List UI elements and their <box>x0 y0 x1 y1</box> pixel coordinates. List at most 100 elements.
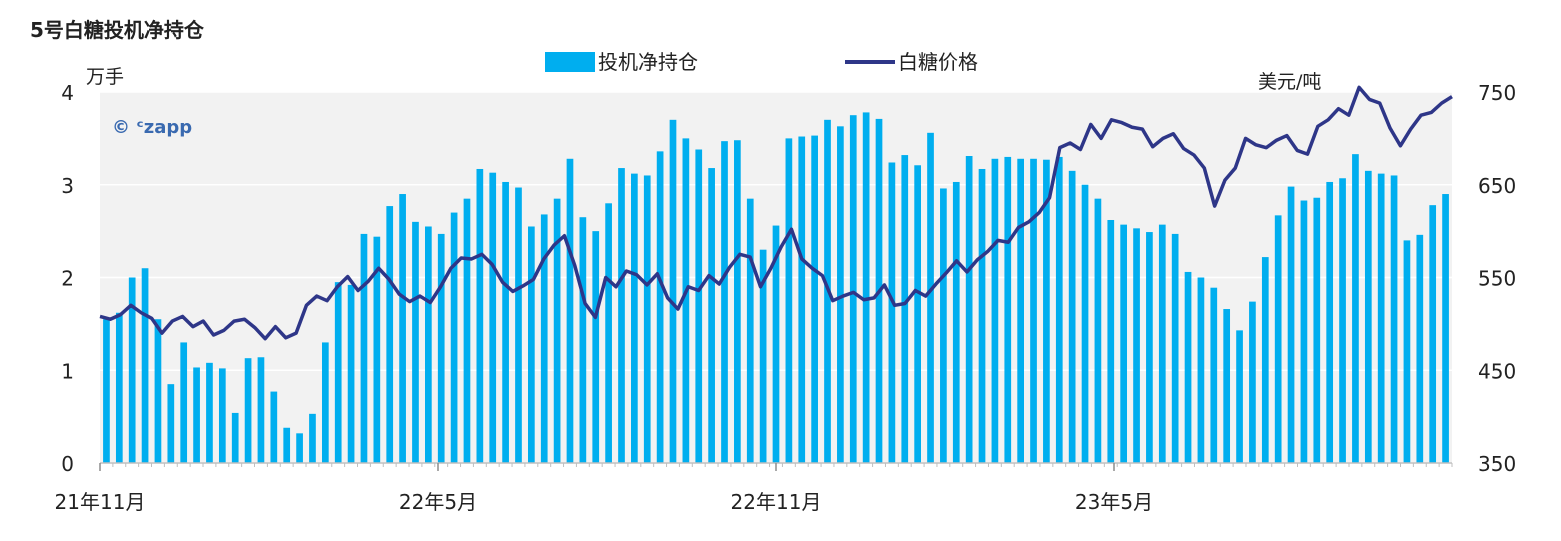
y-left-axis: 0 1 2 3 4 <box>61 81 74 476</box>
bar <box>965 156 973 463</box>
y-right-tick-label: 750 <box>1478 81 1516 105</box>
legend-line-label: 白糖价格 <box>898 50 978 74</box>
y-left-unit-label: 万手 <box>86 66 124 88</box>
bar <box>360 233 368 463</box>
bar <box>1416 234 1424 463</box>
bar <box>347 284 355 463</box>
bar <box>334 282 342 463</box>
bar <box>540 214 548 463</box>
bar <box>862 112 870 463</box>
bar <box>1120 224 1128 463</box>
y-right-unit-label: 美元/吨 <box>1258 71 1321 93</box>
bar <box>991 158 999 463</box>
y-right-tick-label: 450 <box>1478 359 1516 383</box>
y-right-axis: 350 450 550 650 750 <box>1478 81 1516 476</box>
bar <box>656 151 664 464</box>
bar <box>553 198 561 463</box>
bar <box>772 225 780 463</box>
bar <box>1184 271 1192 463</box>
bar <box>579 217 587 463</box>
bar <box>1326 181 1334 463</box>
bar <box>1287 186 1295 464</box>
bar <box>1390 175 1398 463</box>
y-left-tick-label: 2 <box>61 267 74 291</box>
bar <box>1017 158 1024 463</box>
watermark-text: © ᶜzapp <box>112 117 192 138</box>
bar <box>566 158 574 463</box>
bar <box>940 188 947 463</box>
bar <box>1339 178 1346 463</box>
bar <box>592 231 600 464</box>
bar <box>1146 232 1153 463</box>
legend-bar-swatch <box>545 52 595 72</box>
bar <box>785 138 793 464</box>
bar <box>682 138 690 464</box>
bar <box>1030 158 1037 463</box>
y-left-tick-label: 3 <box>61 174 74 198</box>
bar <box>270 391 278 463</box>
bar <box>257 357 265 463</box>
bar <box>141 268 149 463</box>
bar <box>901 155 909 463</box>
bar <box>515 187 522 463</box>
bar <box>1081 184 1089 463</box>
bar <box>180 342 188 463</box>
bar <box>321 342 329 463</box>
bar <box>1055 156 1063 463</box>
bar <box>695 149 703 463</box>
bar <box>283 427 291 463</box>
bar <box>1429 205 1437 463</box>
bar <box>1364 170 1372 463</box>
bar <box>1197 277 1205 463</box>
bar <box>1274 215 1282 463</box>
bar <box>399 194 406 463</box>
bar <box>849 115 857 463</box>
bar <box>631 173 638 463</box>
x-tick-label: 22年11月 <box>731 490 822 514</box>
x-tick-label: 23年5月 <box>1075 490 1153 514</box>
x-tick-label: 21年11月 <box>55 490 146 514</box>
bar <box>1300 200 1308 463</box>
bar <box>605 203 612 464</box>
bar <box>1133 228 1140 463</box>
bar <box>1377 173 1385 463</box>
bar <box>643 175 651 463</box>
bar <box>888 162 896 464</box>
bar <box>103 319 110 463</box>
bar <box>412 221 419 463</box>
bar <box>759 249 767 463</box>
bar <box>811 135 818 463</box>
bar <box>1068 170 1076 463</box>
y-right-tick-label: 550 <box>1478 267 1516 291</box>
bar <box>927 132 934 463</box>
bar <box>914 165 921 463</box>
bar <box>1442 194 1449 463</box>
bar <box>746 198 754 463</box>
bar <box>1249 301 1256 463</box>
bar <box>618 168 625 463</box>
bar <box>437 233 445 463</box>
y-left-tick-label: 0 <box>61 452 74 476</box>
bar-series <box>103 112 1449 464</box>
bar <box>193 367 200 463</box>
bar <box>502 181 509 463</box>
bar <box>463 198 471 463</box>
chart-title: 5号白糖投机净持仓 <box>30 18 204 42</box>
bar <box>115 312 123 463</box>
bar <box>167 384 175 463</box>
bar <box>1261 257 1269 463</box>
bar <box>837 126 844 463</box>
x-axis-ticks: 21年11月 22年5月 22年11月 23年5月 <box>55 463 1453 514</box>
bar <box>1403 240 1411 463</box>
bar <box>231 412 239 463</box>
bar <box>734 140 741 464</box>
bar <box>1210 287 1218 463</box>
x-tick-label: 22年5月 <box>399 490 477 514</box>
bar <box>309 413 316 463</box>
bar <box>218 368 226 463</box>
bar <box>489 172 497 463</box>
price-line <box>99 85 1453 341</box>
bar <box>373 236 381 463</box>
y-left-tick-label: 4 <box>61 81 74 105</box>
